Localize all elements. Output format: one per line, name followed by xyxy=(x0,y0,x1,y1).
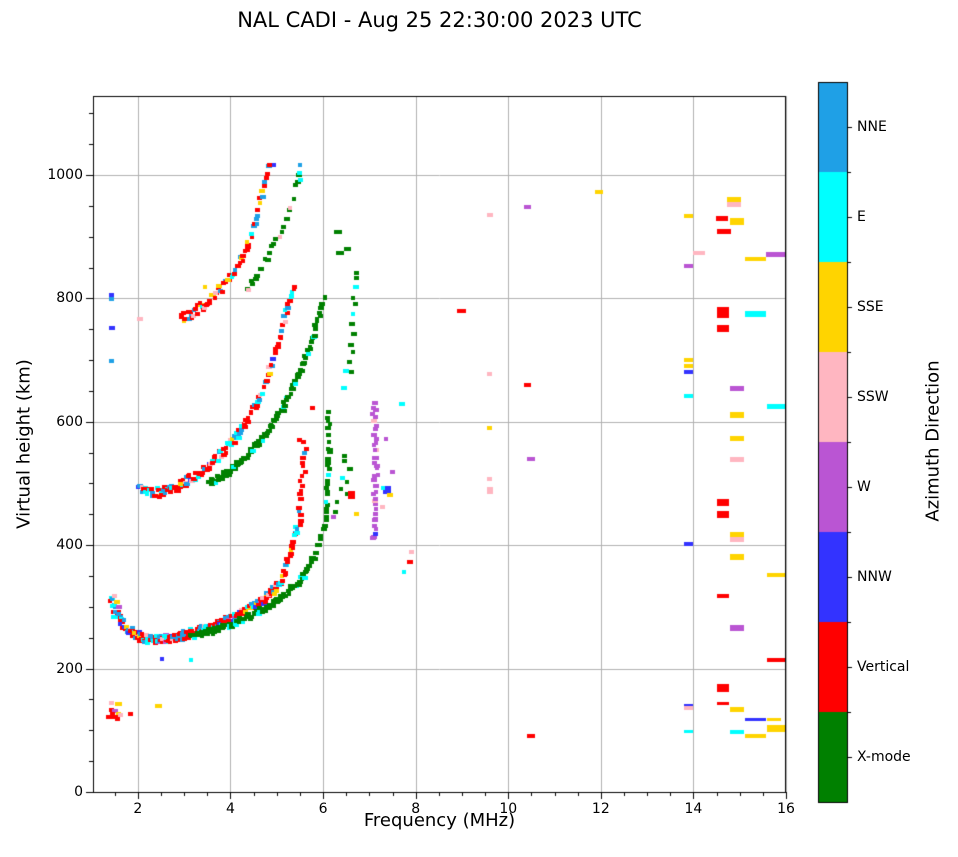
x-tick-label: 8 xyxy=(411,801,421,817)
y-tick-label: 400 xyxy=(56,537,83,554)
x-tick-label: 12 xyxy=(591,801,610,817)
colorbar-category-label: SSW xyxy=(857,389,889,405)
colorbar-category-label: NNE xyxy=(857,119,887,135)
y-tick-label: 200 xyxy=(56,660,83,677)
y-tick-label: 800 xyxy=(56,290,83,307)
y-tick-label: 1000 xyxy=(47,166,83,183)
x-axis-label: Frequency (MHz) xyxy=(363,810,516,831)
x-tick-label: 16 xyxy=(777,801,795,817)
colorbar-label: Azimuth Direction xyxy=(922,360,944,522)
y-tick-label: 600 xyxy=(56,413,83,430)
colorbar-category-label: E xyxy=(857,209,866,225)
colorbar-category-label: X-mode xyxy=(857,749,911,765)
x-tick-label: 14 xyxy=(684,801,703,817)
x-tick-label: 2 xyxy=(133,801,143,817)
colorbar-category-label: NNW xyxy=(857,569,892,585)
x-tick-label: 10 xyxy=(499,801,518,817)
colorbar-category-label: W xyxy=(857,479,871,495)
y-axis-label: Virtual height (km) xyxy=(13,359,35,529)
chart-title: NAL CADI - Aug 25 22:30:00 2023 UTC xyxy=(237,8,642,32)
colorbar-category-label: Vertical xyxy=(857,659,910,675)
colorbar-category-label: SSE xyxy=(857,299,884,315)
y-tick-label: 0 xyxy=(74,784,83,800)
x-tick-label: 6 xyxy=(318,801,328,817)
x-tick-label: 4 xyxy=(226,801,235,817)
